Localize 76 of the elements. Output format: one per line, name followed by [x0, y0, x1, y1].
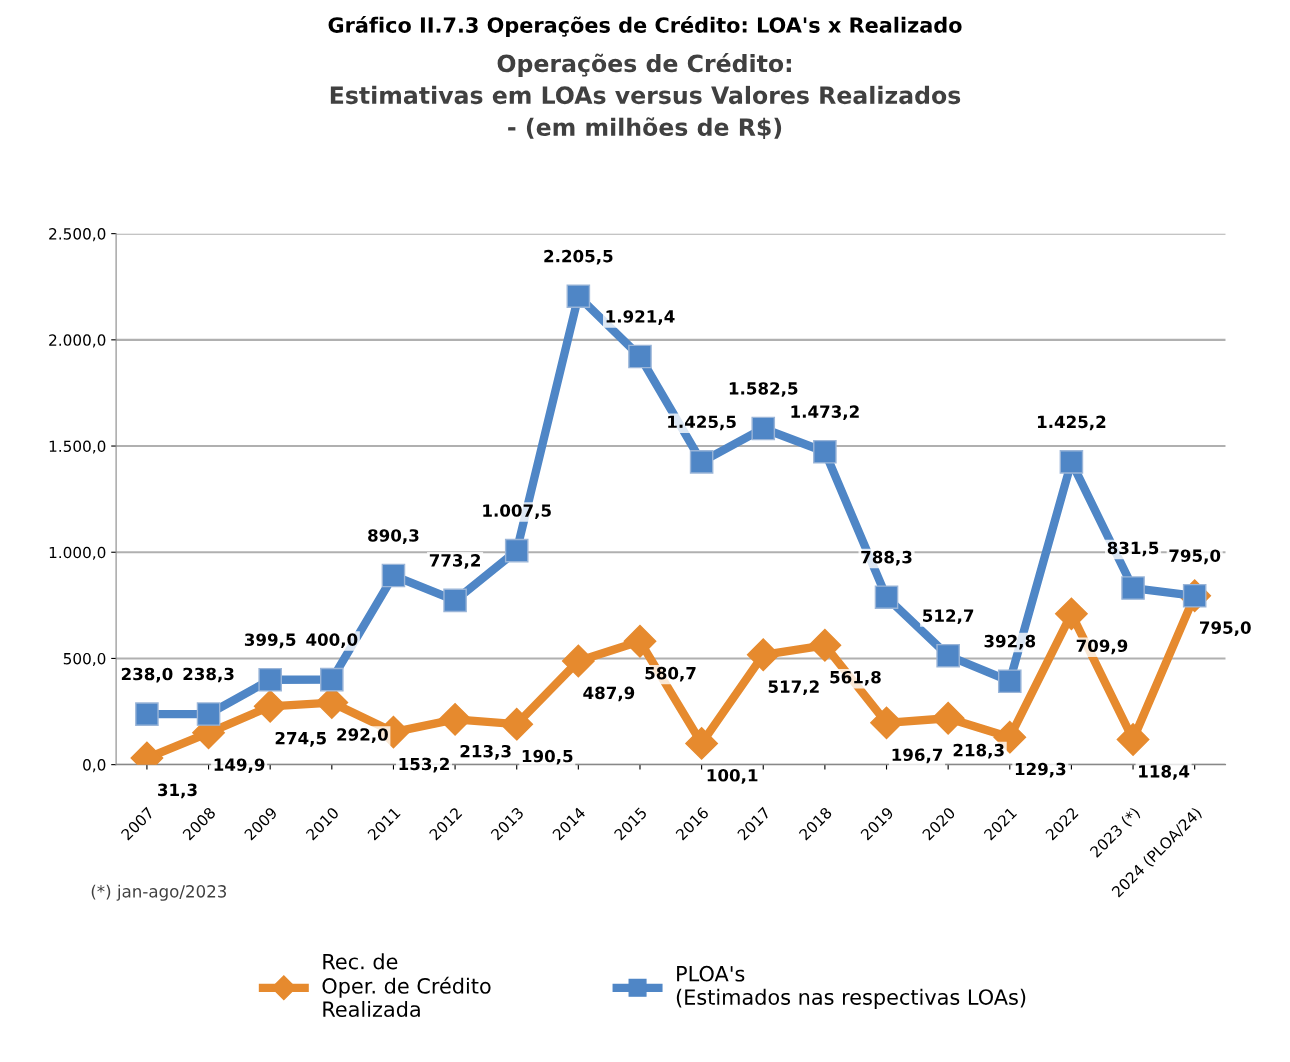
y-tick-label: 500,0	[63, 652, 106, 667]
data-label: 890,3	[368, 529, 419, 544]
point	[689, 450, 714, 474]
point	[381, 563, 406, 588]
point	[936, 643, 960, 668]
point	[438, 702, 472, 736]
data-label: 118,4	[1139, 765, 1190, 780]
data-label: 1.425,2	[1037, 415, 1106, 431]
point	[500, 707, 534, 741]
data-label: 580,7	[645, 666, 696, 682]
point	[746, 638, 780, 672]
y-tick-label: 1.000,0	[49, 546, 106, 560]
data-label: 149,9	[214, 758, 265, 774]
point	[931, 701, 965, 735]
legend-label: Rec. de Oper. de Crédito Realizada	[322, 953, 491, 1018]
data-label: 392,8	[984, 634, 1036, 650]
point	[135, 702, 159, 726]
data-label: 218,3	[953, 743, 1004, 759]
data-label: 1.425,5	[668, 415, 736, 431]
point	[623, 624, 657, 658]
point	[443, 588, 467, 613]
point	[320, 667, 344, 692]
point	[628, 344, 652, 369]
point	[1059, 450, 1084, 474]
data-label: 795,0	[1169, 549, 1221, 565]
data-label: 274,5	[275, 731, 326, 747]
data-label: 795,0	[1200, 621, 1251, 637]
point	[504, 538, 529, 563]
data-label: 190,5	[522, 749, 573, 765]
chart-title: Gráfico II.7.3 Operações de Crédito: LOA's x Realizado	[328, 15, 962, 37]
point	[258, 667, 282, 692]
data-label: 2.205,5	[544, 249, 613, 265]
data-label: 129,3	[1015, 762, 1066, 778]
chart-subtitle: Operações de Crédito: Estimativas em LOAs versus Valores Realizados - (em milhões de R$)	[330, 53, 961, 140]
data-label: 400,0	[306, 633, 358, 649]
point	[685, 726, 719, 760]
data-label: 1.007,5	[483, 504, 551, 519]
point	[253, 689, 287, 723]
point	[874, 585, 899, 610]
data-label: 788,3	[861, 550, 912, 566]
y-tick-label: 0,0	[83, 759, 106, 773]
data-label: 512,7	[923, 609, 974, 625]
data-label: 399,5	[244, 633, 296, 649]
data-label: 517,2	[768, 680, 819, 696]
data-label: 292,0	[337, 728, 388, 743]
data-label: 709,9	[1076, 639, 1128, 655]
data-label: 31,3	[158, 783, 197, 799]
data-label: 213,3	[460, 744, 511, 760]
point	[561, 644, 595, 678]
point	[1116, 723, 1150, 756]
data-label: 1.921,4	[606, 310, 675, 325]
data-label: 561,8	[830, 670, 881, 686]
data-label: 196,7	[892, 748, 943, 764]
text: (*) jan-ago/2023	[91, 884, 227, 901]
point	[566, 284, 591, 308]
data-label: 153,2	[399, 757, 449, 773]
y-tick-label: 1.500,0	[49, 440, 106, 454]
data-label: 1.582,5	[729, 382, 798, 397]
data-label: 238,0	[121, 667, 173, 683]
legend-label: PLOA's (Estimados nas respectivas LOAs)	[676, 965, 1026, 1009]
data-label: 238,3	[183, 667, 234, 683]
point	[813, 439, 837, 464]
y-tick-label: 2.000,0	[49, 334, 106, 348]
point	[808, 628, 842, 662]
point	[1121, 576, 1145, 600]
point	[997, 669, 1022, 694]
y-tick-label: 2.500,0	[49, 228, 106, 242]
data-label: 773,2	[429, 554, 480, 569]
data-label: 1.473,2	[791, 405, 859, 421]
data-label: 100,1	[707, 768, 758, 784]
point	[1055, 597, 1088, 631]
point	[751, 416, 776, 441]
point	[196, 702, 221, 726]
data-label: 831,5	[1107, 541, 1159, 557]
point	[870, 706, 903, 740]
data-label: 487,9	[583, 686, 635, 702]
